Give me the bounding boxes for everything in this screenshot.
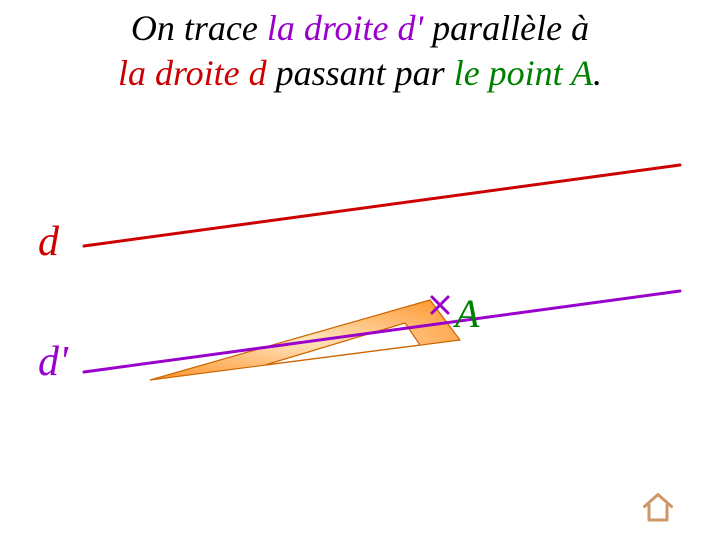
- geometry-diagram: [0, 0, 720, 540]
- label-line-d-prime: d': [38, 338, 68, 386]
- line-d: [84, 165, 680, 246]
- label-point-a: A: [455, 290, 479, 337]
- line-d-prime: [84, 291, 680, 372]
- home-icon[interactable]: [640, 490, 676, 526]
- label-line-d: d: [38, 218, 59, 266]
